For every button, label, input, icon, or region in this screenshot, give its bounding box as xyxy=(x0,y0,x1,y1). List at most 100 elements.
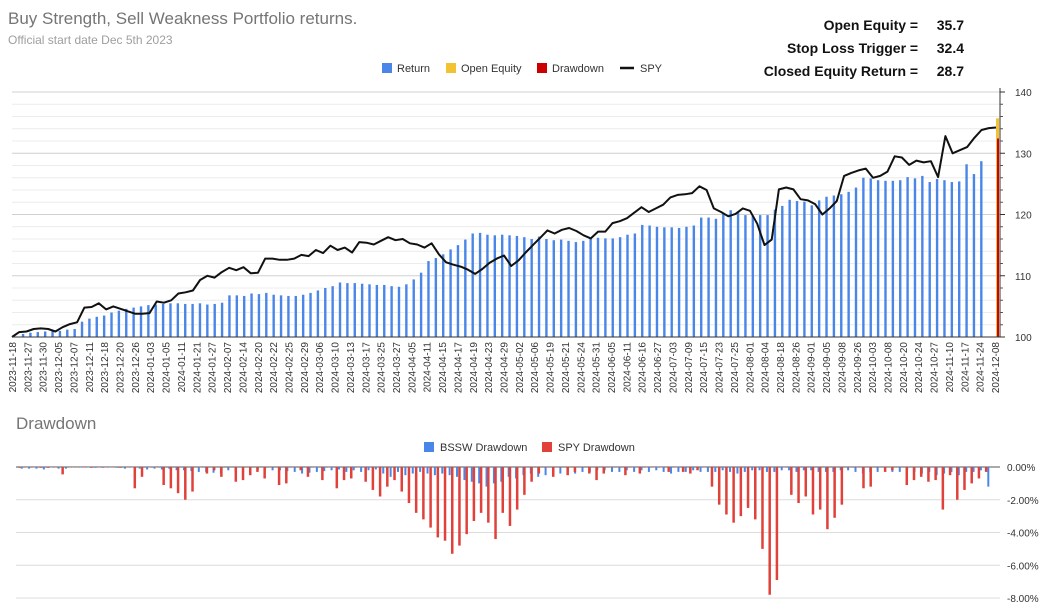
spy-drawdown-bar xyxy=(876,467,880,468)
x-tick-label: 2023-11-30 xyxy=(39,342,50,393)
x-tick-label: 2024-04-23 xyxy=(484,342,495,394)
return-bar xyxy=(604,238,607,337)
spy-drawdown-bar xyxy=(898,467,901,468)
bssw-drawdown-bar xyxy=(559,467,562,474)
x-tick-label: 2024-06-27 xyxy=(653,342,664,394)
spy-drawdown-bar xyxy=(984,467,988,472)
spy-drawdown-bar xyxy=(39,467,43,468)
return-bar xyxy=(88,318,91,337)
spy-drawdown-bar xyxy=(804,467,808,497)
bssw-drawdown-bar xyxy=(168,467,171,469)
spy-drawdown-bar xyxy=(212,467,216,471)
bssw-drawdown-bar xyxy=(618,467,621,472)
spy-drawdown-bar xyxy=(270,467,274,468)
spy-drawdown-bar xyxy=(869,467,872,487)
spy-drawdown-bar xyxy=(46,467,50,468)
x-tick-label: 2023-12-20 xyxy=(116,342,127,394)
spy-drawdown-bar xyxy=(970,467,973,484)
x-tick-label: 2024-04-29 xyxy=(500,342,511,394)
bssw-drawdown-bar xyxy=(721,467,724,471)
return-bar xyxy=(360,283,364,337)
spy-drawdown-bar xyxy=(414,467,418,513)
return-bar xyxy=(972,174,976,337)
spy-drawdown-bar xyxy=(530,467,533,482)
stat-label: Stop Loss Trigger = xyxy=(787,40,919,56)
x-tick-label: 2024-08-04 xyxy=(761,342,772,394)
bssw-drawdown-bar xyxy=(146,467,149,470)
return-bar xyxy=(51,330,54,337)
spy-drawdown-bar xyxy=(263,467,266,479)
return-bar xyxy=(523,237,526,337)
x-tick-label: 2024-10-03 xyxy=(868,342,879,394)
return-bar xyxy=(353,283,356,337)
spy-drawdown-bar xyxy=(147,467,151,468)
x-tick-label: 2024-04-15 xyxy=(438,342,449,394)
bssw-drawdown-bar xyxy=(367,467,370,471)
stats-panel: Open Equity = 35.7 Stop Loss Trigger = 3… xyxy=(764,14,964,83)
bssw-drawdown-bar xyxy=(625,467,628,471)
bssw-drawdown-bar xyxy=(50,467,53,468)
return-bar xyxy=(383,284,386,337)
return-bar xyxy=(582,240,585,337)
spy-drawdown-bar xyxy=(739,467,743,517)
return-bar xyxy=(530,239,533,337)
return-bar xyxy=(766,215,769,337)
spy-drawdown-bar xyxy=(227,467,230,468)
return-bar xyxy=(154,304,157,337)
spy-drawdown-bar xyxy=(487,467,490,523)
return-bar xyxy=(434,257,438,337)
bssw-drawdown-bar xyxy=(765,467,768,472)
spy-drawdown-bar xyxy=(68,467,72,468)
spy-drawdown-bar xyxy=(458,467,461,546)
return-bar xyxy=(515,235,519,337)
return-bar xyxy=(316,290,320,337)
return-bar xyxy=(80,321,84,337)
spy-drawdown-bar xyxy=(782,467,786,468)
spy-drawdown-bar xyxy=(162,467,165,486)
spy-drawdown-bar xyxy=(176,467,180,494)
x-tick-label: 2024-02-14 xyxy=(238,342,249,394)
return-bar xyxy=(611,238,614,337)
return-bar xyxy=(803,201,806,337)
spy-drawdown-bar xyxy=(169,467,173,489)
bssw-drawdown-bar xyxy=(352,467,355,471)
x-tick-label: 2024-06-11 xyxy=(622,342,633,393)
return-bar xyxy=(147,305,150,337)
bssw-drawdown-bar xyxy=(677,467,680,472)
return-bar xyxy=(928,182,931,337)
bssw-drawdown-bar xyxy=(131,467,134,468)
spy-drawdown-bar xyxy=(133,467,137,489)
x-tick-label: 2024-02-29 xyxy=(300,342,311,394)
x-tick-label: 2024-04-11 xyxy=(423,342,434,393)
bssw-drawdown-bar xyxy=(581,467,584,472)
spy-drawdown-bar xyxy=(292,467,295,468)
return-bar xyxy=(958,181,961,337)
return-bar xyxy=(346,283,349,337)
spy-drawdown-bar xyxy=(299,467,302,471)
spy-drawdown-bar xyxy=(18,467,21,468)
spy-drawdown-bar xyxy=(681,467,685,472)
return-bar xyxy=(176,303,180,337)
spy-drawdown-bar xyxy=(126,467,129,468)
return-bar xyxy=(419,272,423,337)
return-bar xyxy=(493,235,497,337)
return-bar xyxy=(722,213,725,337)
bssw-drawdown-bar xyxy=(404,467,407,476)
x-tick-label: 2024-08-01 xyxy=(745,342,756,394)
legend-swatch xyxy=(382,63,392,73)
return-bar xyxy=(375,284,379,337)
spy-drawdown-bar xyxy=(616,467,620,468)
return-bar xyxy=(655,226,659,337)
return-bar xyxy=(456,245,460,337)
return-bar xyxy=(596,237,600,337)
spy-drawdown-bar xyxy=(537,467,541,474)
bssw-drawdown-bar xyxy=(492,467,495,484)
spy-drawdown-bar xyxy=(313,467,317,468)
spy-drawdown-bar xyxy=(429,467,432,528)
return-bar xyxy=(228,295,231,337)
spy-drawdown-bar xyxy=(847,467,851,468)
x-tick-label: 2024-10-08 xyxy=(883,342,894,394)
bssw-drawdown-bar xyxy=(374,467,377,470)
x-tick-label: 2024-05-02 xyxy=(515,342,526,394)
spy-drawdown-bar xyxy=(883,467,887,472)
